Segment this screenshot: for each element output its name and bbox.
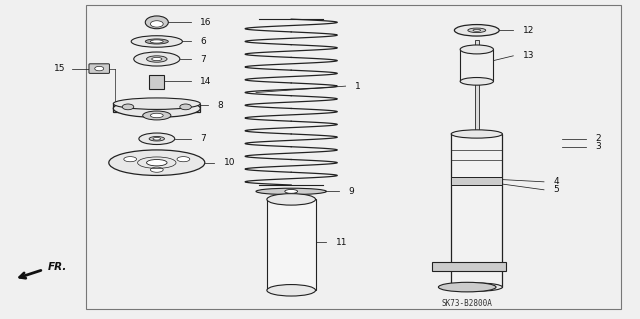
Ellipse shape [131,36,182,47]
Text: 4: 4 [554,177,559,186]
Ellipse shape [150,40,163,43]
Ellipse shape [460,78,493,85]
Ellipse shape [139,133,175,145]
Text: SK73-B2800A: SK73-B2800A [442,299,493,308]
Ellipse shape [177,157,190,162]
Ellipse shape [267,194,316,205]
Text: FR.: FR. [48,262,67,272]
Ellipse shape [152,57,162,61]
Ellipse shape [180,104,191,110]
Ellipse shape [468,28,486,33]
Text: 10: 10 [224,158,236,167]
Text: 7: 7 [200,55,206,63]
Bar [475,40,479,191]
Ellipse shape [134,52,180,66]
Text: 1: 1 [355,82,361,91]
Ellipse shape [122,104,134,110]
Bar [86,5,621,309]
Text: 16: 16 [200,18,212,27]
Ellipse shape [109,150,205,175]
Ellipse shape [143,111,171,120]
Text: 14: 14 [200,77,212,86]
Text: 6: 6 [200,37,206,46]
Ellipse shape [149,137,164,141]
Text: 2: 2 [595,134,601,143]
Text: 13: 13 [523,51,534,60]
Bar [267,199,316,290]
Ellipse shape [113,100,200,117]
Text: 8: 8 [218,101,223,110]
Bar [149,75,164,89]
Text: 5: 5 [554,185,559,194]
Ellipse shape [147,160,167,166]
Ellipse shape [460,45,493,54]
Bar [451,134,502,287]
Ellipse shape [150,113,163,118]
Ellipse shape [153,137,161,140]
Ellipse shape [147,56,167,62]
Text: 9: 9 [349,187,355,196]
Bar [113,104,200,112]
Ellipse shape [150,21,163,27]
Bar [460,49,493,81]
FancyBboxPatch shape [89,64,109,73]
Ellipse shape [267,285,316,296]
Bar [451,177,502,185]
Ellipse shape [256,188,326,195]
Ellipse shape [285,189,298,193]
Ellipse shape [451,130,502,138]
Ellipse shape [438,282,496,292]
Ellipse shape [95,66,104,71]
Ellipse shape [451,283,502,291]
Text: 3: 3 [595,142,601,151]
Text: 15: 15 [54,64,66,73]
Ellipse shape [473,29,481,31]
Ellipse shape [454,25,499,36]
Bar [432,262,506,271]
Text: 12: 12 [523,26,534,35]
Text: 11: 11 [336,238,348,247]
Ellipse shape [124,157,136,162]
Ellipse shape [113,98,200,109]
Ellipse shape [145,39,168,44]
Ellipse shape [150,167,163,172]
Text: 7: 7 [200,134,206,143]
Ellipse shape [145,16,168,29]
